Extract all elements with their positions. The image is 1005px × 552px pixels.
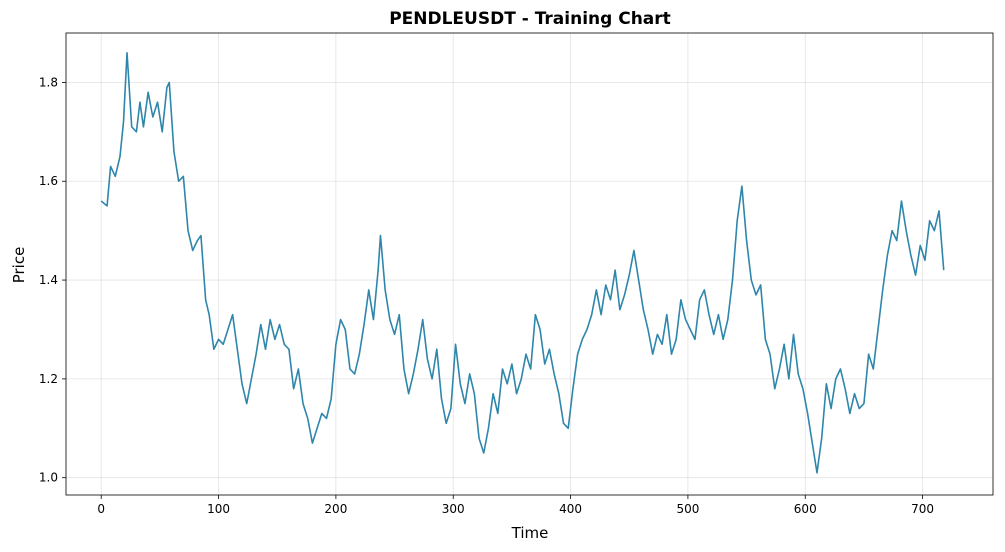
- plot-frame: [65, 32, 994, 496]
- chart-title: PENDLEUSDT - Training Chart: [389, 9, 671, 29]
- y-tick-label: 1.2: [39, 372, 58, 386]
- grid: [66, 33, 993, 495]
- y-tick-label: 1.8: [39, 75, 58, 89]
- y-axis: 1.0 1.2 1.4 1.6 1.8: [39, 75, 66, 485]
- x-tick-label: 300: [442, 502, 465, 516]
- x-axis: 0 100 200 300 400 500 600 700: [97, 495, 934, 516]
- x-axis-label: Time: [511, 524, 549, 542]
- x-tick-label: 0: [97, 502, 105, 516]
- y-axis-label: Price: [10, 247, 28, 284]
- series-line-price: [100, 51, 945, 474]
- series-layer: [100, 51, 945, 474]
- x-tick-label: 700: [911, 502, 934, 516]
- y-tick-label: 1.6: [39, 174, 58, 188]
- x-tick-label: 400: [559, 502, 582, 516]
- y-tick-label: 1.4: [39, 273, 58, 287]
- x-tick-label: 200: [324, 502, 347, 516]
- y-tick-label: 1.0: [39, 471, 58, 485]
- x-tick-label: 600: [794, 502, 817, 516]
- x-tick-label: 100: [207, 502, 230, 516]
- x-tick-label: 500: [676, 502, 699, 516]
